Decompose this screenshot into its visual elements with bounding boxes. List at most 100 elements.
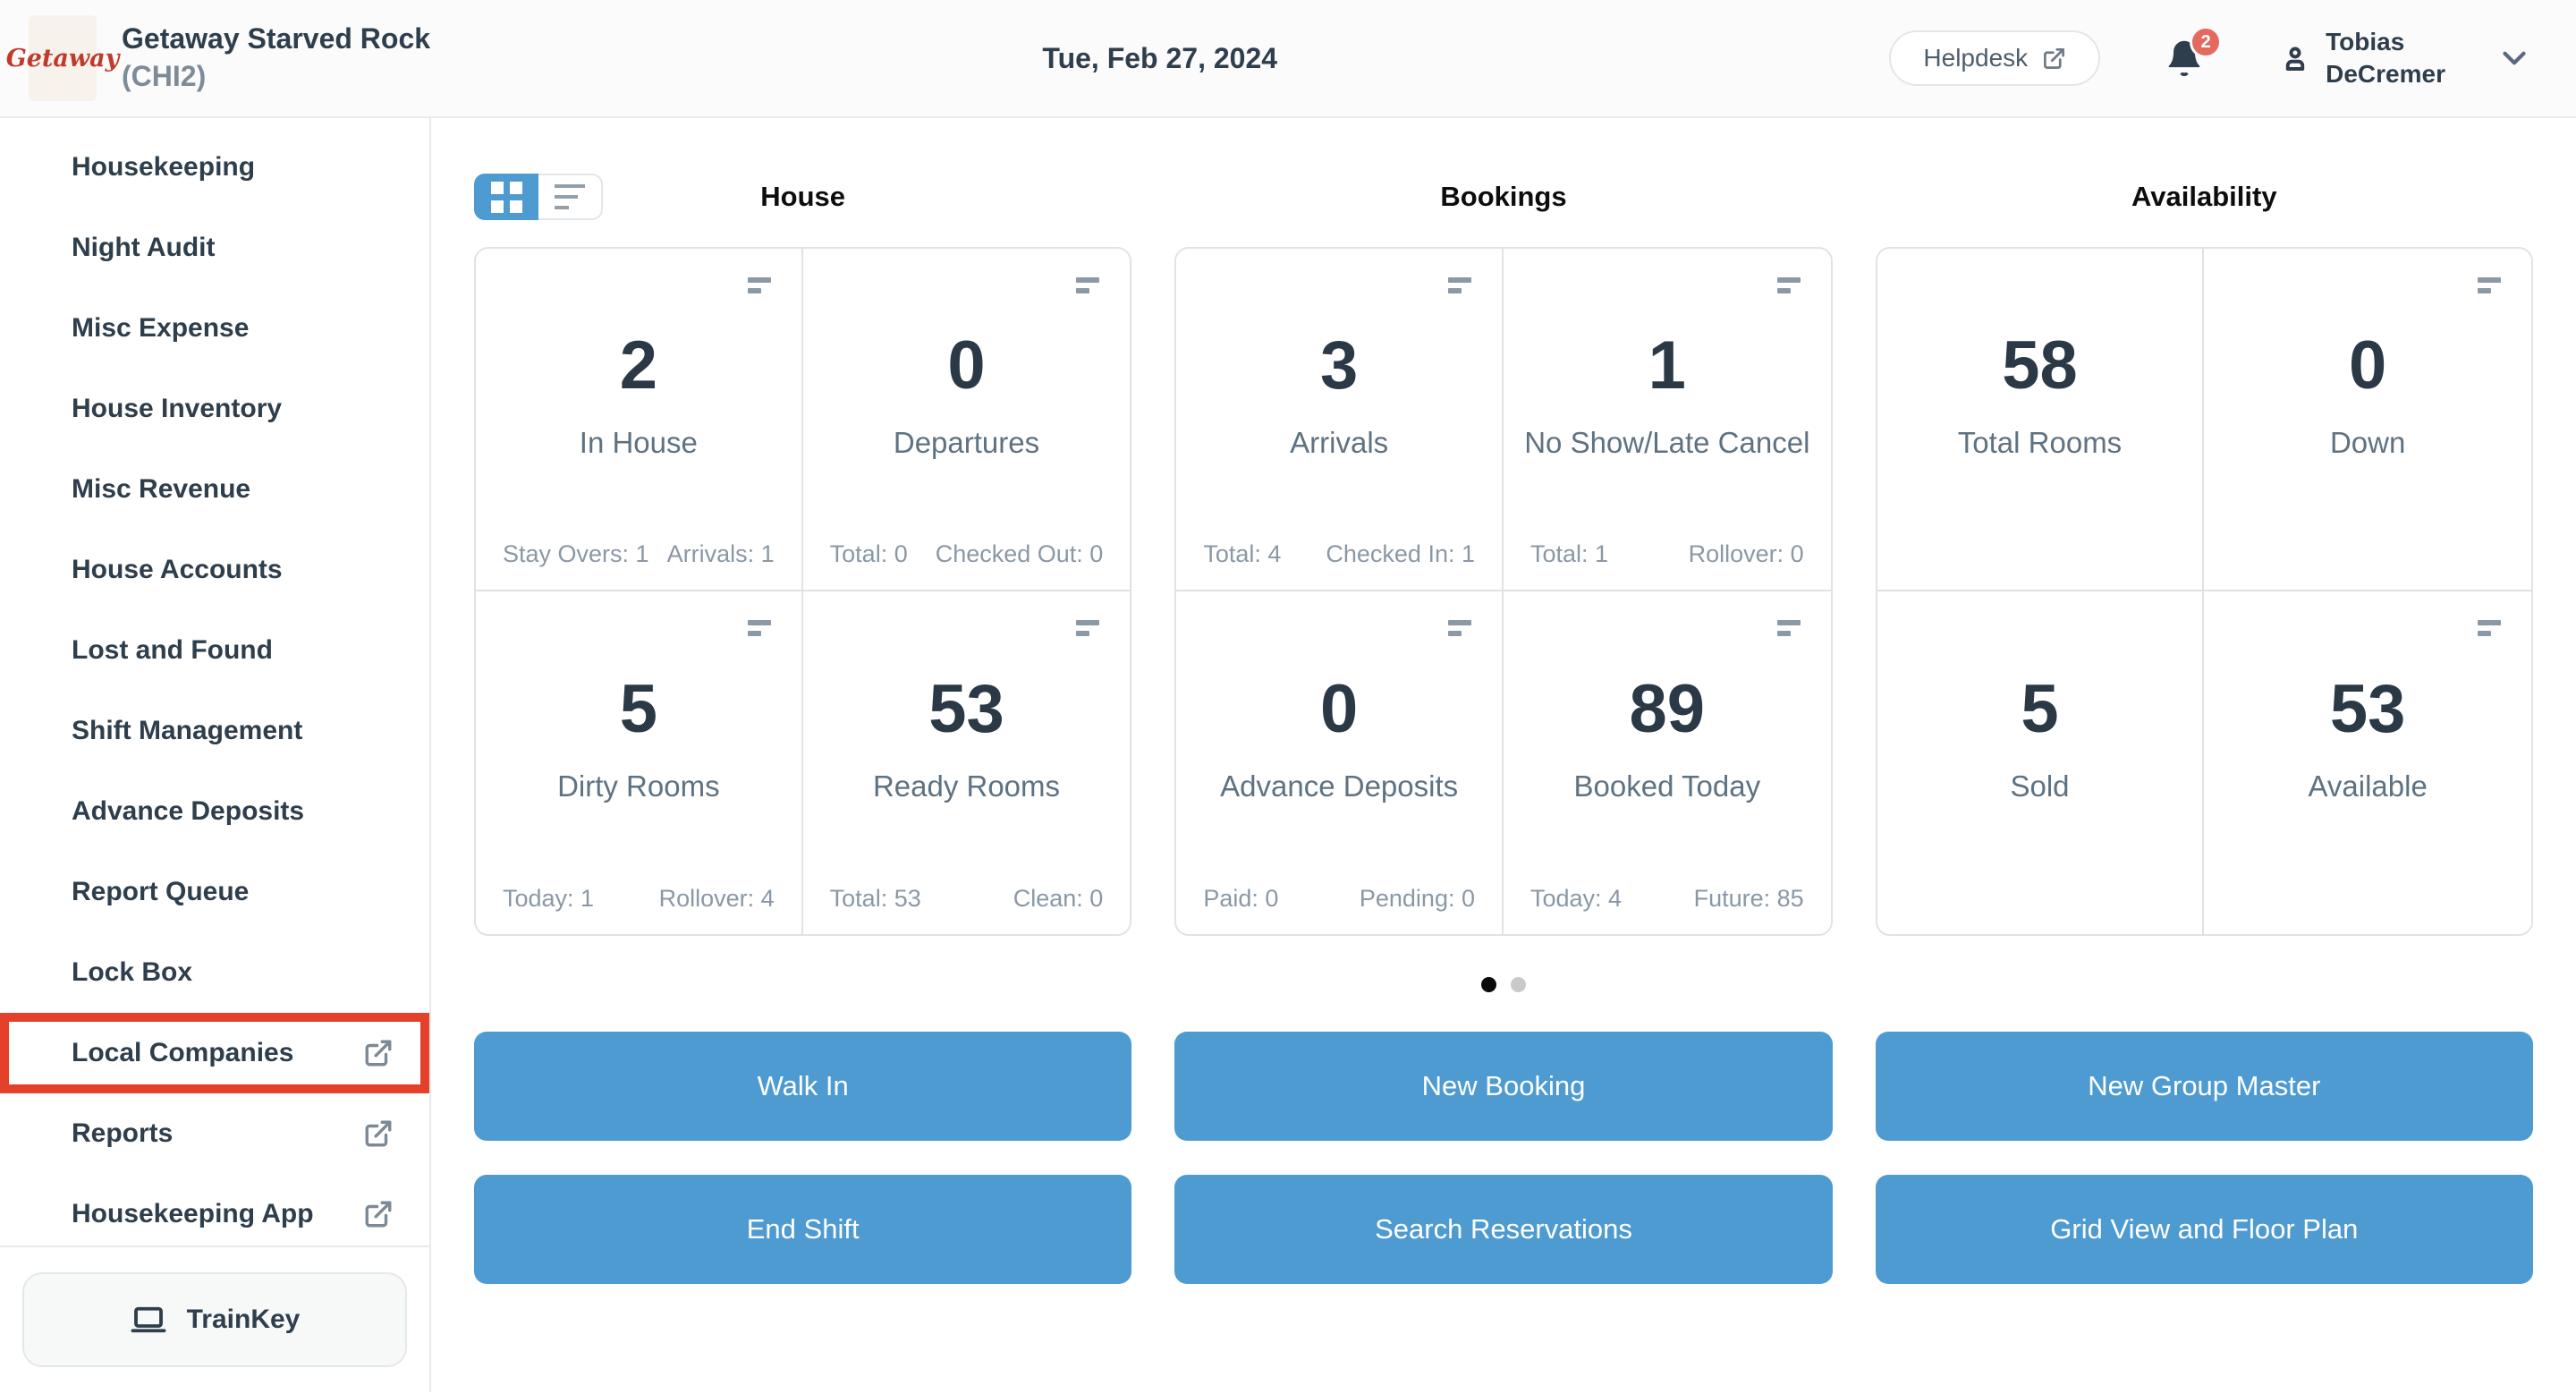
stat-detail-left: Total: 53 — [829, 885, 921, 912]
stat-label: Advance Deposits — [1220, 769, 1459, 803]
sidebar-footer: TrainKey — [0, 1245, 429, 1392]
sidebar-item-lock-box[interactable]: Lock Box — [0, 932, 429, 1013]
stat-value: 53 — [928, 671, 1004, 747]
search-reservations-button[interactable]: Search Reservations — [1174, 1175, 1833, 1284]
sidebar-item-local-companies[interactable]: Local Companies — [0, 1013, 429, 1093]
card-menu-icon[interactable] — [2477, 620, 2501, 636]
stat-label: Dirty Rooms — [557, 769, 720, 803]
property-title: Getaway Starved Rock (CHI2) — [122, 21, 430, 95]
sidebar-item-misc-expense[interactable]: Misc Expense — [0, 288, 429, 369]
sidebar-item-housekeeping-app[interactable]: Housekeeping App — [0, 1174, 429, 1254]
card-menu-icon[interactable] — [747, 277, 771, 293]
card-menu-icon[interactable] — [2477, 277, 2501, 293]
sidebar-item-label: Housekeeping App — [72, 1199, 314, 1228]
stat-label: Sold — [2010, 769, 2070, 803]
card-menu-icon[interactable] — [1447, 620, 1471, 636]
stat-card-dirty-rooms: 5 Dirty Rooms Today: 1 Rollover: 4 — [476, 591, 803, 934]
stat-detail-left: Total: 4 — [1203, 540, 1282, 567]
user-first-name: Tobias — [2326, 27, 2405, 55]
sidebar-item-label: Local Companies — [72, 1038, 294, 1067]
stat-detail-right: Arrivals: 1 — [666, 540, 775, 567]
card-menu-icon[interactable] — [1076, 277, 1100, 293]
stat-card-arrivals: 3 Arrivals Total: 4 Checked In: 1 — [1176, 249, 1504, 591]
brand-logo: Getaway — [6, 15, 119, 101]
stat-label: No Show/Late Cancel — [1524, 426, 1810, 459]
stat-card-available: 53 Available — [2204, 591, 2531, 934]
stat-card-total-rooms: 58 Total Rooms — [1877, 249, 2205, 591]
stat-detail-right: Rollover: 4 — [658, 885, 775, 912]
sidebar-item-label: Lost and Found — [72, 635, 273, 665]
stat-detail-left: Paid: 0 — [1203, 885, 1279, 912]
availability-card-group: 58 Total Rooms 0 Down 5 Sold — [1875, 247, 2533, 936]
bookings-card-group: 3 Arrivals Total: 4 Checked In: 1 1 No S… — [1174, 247, 1833, 936]
stat-card-sold: 5 Sold — [1877, 591, 2205, 934]
walk-in-button[interactable]: Walk In — [474, 1032, 1132, 1141]
sidebar-item-label: Night Audit — [72, 233, 216, 262]
card-menu-icon[interactable] — [1776, 620, 1801, 636]
stat-value: 58 — [2002, 327, 2078, 404]
sidebar-item-label: Reports — [72, 1118, 174, 1148]
sidebar-item-reports[interactable]: Reports — [0, 1093, 429, 1174]
end-shift-button[interactable]: End Shift — [474, 1175, 1132, 1284]
card-menu-icon[interactable] — [1776, 277, 1801, 293]
list-view-button[interactable] — [538, 174, 603, 220]
user-menu[interactable]: Tobias DeCremer — [2279, 26, 2445, 91]
sidebar-item-advance-deposits[interactable]: Advance Deposits — [0, 771, 429, 852]
sidebar-item-house-inventory[interactable]: House Inventory — [0, 369, 429, 449]
card-menu-icon[interactable] — [747, 620, 771, 636]
card-menu-icon[interactable] — [1447, 277, 1471, 293]
notifications-button[interactable]: 2 — [2165, 26, 2223, 78]
chevron-down-icon[interactable] — [2496, 39, 2533, 77]
stat-value: 5 — [619, 671, 657, 747]
stat-value: 0 — [2349, 327, 2387, 404]
sidebar-item-label: House Accounts — [72, 555, 283, 584]
helpdesk-button[interactable]: Helpdesk — [1889, 30, 2101, 86]
stat-label: Total Rooms — [1957, 426, 2123, 459]
stat-card-ready-rooms: 53 Ready Rooms Total: 53 Clean: 0 — [802, 591, 1131, 934]
new-booking-button[interactable]: New Booking — [1174, 1032, 1833, 1141]
new-group-master-button[interactable]: New Group Master — [1875, 1032, 2533, 1141]
trainkey-button[interactable]: TrainKey — [22, 1272, 407, 1367]
grid-view-floor-plan-button[interactable]: Grid View and Floor Plan — [1875, 1175, 2533, 1284]
external-link-icon — [363, 1199, 394, 1229]
sidebar-nav: Housekeeping Night Audit Misc Expense Ho… — [0, 118, 431, 1392]
house-card-group: 2 In House Stay Overs: 1 Arrivals: 1 0 D… — [474, 247, 1132, 936]
stat-detail-left: Total: 1 — [1530, 540, 1609, 567]
sidebar-item-misc-revenue[interactable]: Misc Revenue — [0, 449, 429, 530]
laptop-icon — [130, 1301, 167, 1339]
stat-label: Booked Today — [1573, 769, 1761, 803]
external-link-icon — [363, 1038, 394, 1068]
dashboard-main: House Bookings Availability 2 In House — [431, 118, 2576, 1392]
carousel-pagination — [474, 977, 2533, 992]
stat-card-booked-today: 89 Booked Today Today: 4 Future: 85 — [1503, 591, 1831, 934]
sidebar-item-label: Shift Management — [72, 716, 303, 745]
pagination-dot-2[interactable] — [1511, 977, 1526, 992]
grid-view-button[interactable] — [474, 174, 538, 220]
stat-label: Down — [2329, 426, 2406, 459]
stat-value: 3 — [1320, 327, 1359, 404]
sidebar-item-housekeeping[interactable]: Housekeeping — [0, 127, 429, 208]
stat-detail-left: Today: 4 — [1530, 885, 1623, 912]
sidebar-item-night-audit[interactable]: Night Audit — [0, 208, 429, 288]
stat-detail-right: Rollover: 0 — [1688, 540, 1804, 567]
stat-label: Arrivals — [1290, 426, 1389, 459]
trainkey-label: TrainKey — [186, 1305, 301, 1334]
property-name: Getaway Starved Rock — [122, 22, 431, 55]
sidebar-item-label: Advance Deposits — [72, 796, 305, 826]
sidebar-item-house-accounts[interactable]: House Accounts — [0, 530, 429, 610]
stat-detail-left: Total: 0 — [829, 540, 908, 567]
stat-value: 0 — [947, 327, 986, 404]
pagination-dot-1[interactable] — [1481, 977, 1496, 992]
stat-detail-right: Checked Out: 0 — [935, 540, 1104, 567]
view-toggle — [474, 174, 603, 220]
sidebar-item-lost-and-found[interactable]: Lost and Found — [0, 610, 429, 691]
sidebar-item-list: Housekeeping Night Audit Misc Expense Ho… — [0, 118, 429, 1254]
sidebar-item-shift-management[interactable]: Shift Management — [0, 691, 429, 771]
user-last-name: DeCremer — [2326, 60, 2445, 88]
stat-value: 1 — [1648, 327, 1686, 404]
sidebar-item-report-queue[interactable]: Report Queue — [0, 852, 429, 932]
card-menu-icon[interactable] — [1076, 620, 1100, 636]
stat-detail-right: Checked In: 1 — [1326, 540, 1475, 567]
stat-value: 89 — [1629, 671, 1706, 747]
sidebar-item-label: House Inventory — [72, 394, 283, 423]
